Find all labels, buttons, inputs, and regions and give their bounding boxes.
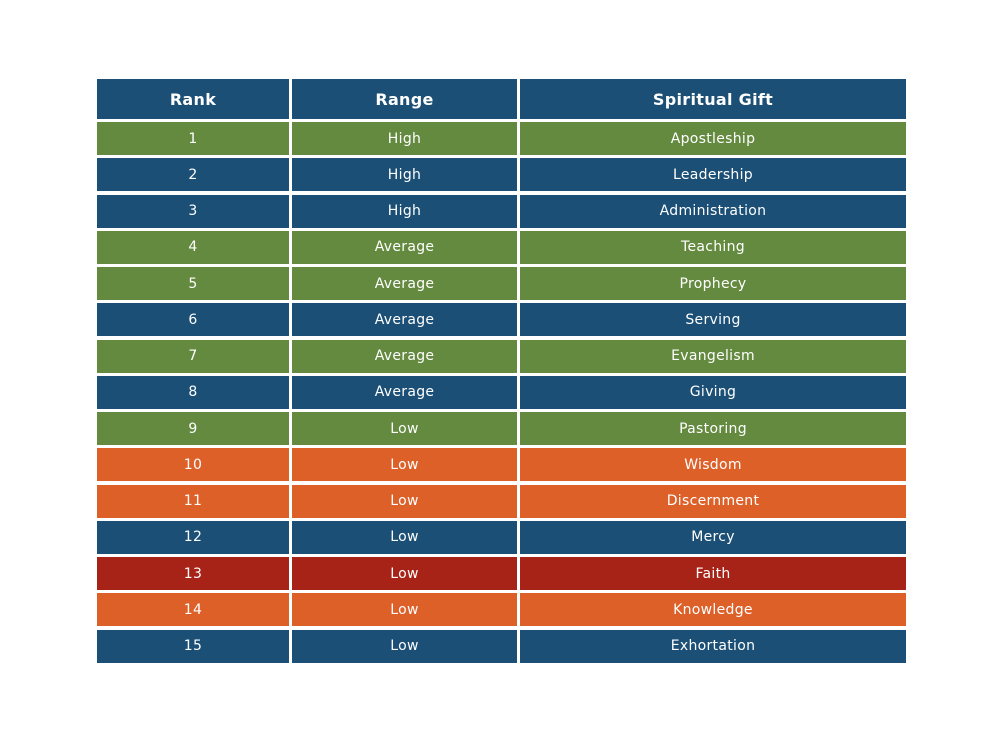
table-row: 9 Low Pastoring (97, 412, 906, 445)
table-row: 1 High Apostleship (97, 122, 906, 155)
table-row: 5 Average Prophecy (97, 267, 906, 300)
table-row: 4 Average Teaching (97, 230, 906, 264)
rank-cell: 13 (97, 557, 289, 590)
rank-cell: 4 (97, 230, 289, 264)
range-cell: Low (292, 520, 517, 554)
gift-cell: Leadership (520, 158, 906, 192)
rank-cell: 2 (97, 158, 289, 192)
rank-cell: 3 (97, 194, 289, 228)
table-header-row: Rank Range Spiritual Gift (97, 79, 906, 119)
range-cell: Average (292, 375, 517, 409)
range-cell: Average (292, 339, 517, 373)
range-cell: Average (292, 267, 517, 300)
gift-cell: Mercy (520, 520, 906, 554)
rank-cell: 15 (97, 629, 289, 663)
gift-cell: Pastoring (520, 412, 906, 445)
spiritual-gifts-table: Rank Range Spiritual Gift 1 High Apostlesh… (97, 79, 906, 666)
table-row: 8 Average Giving (97, 375, 906, 409)
table-row: 3 High Administration (97, 194, 906, 228)
rank-cell: 6 (97, 303, 289, 337)
table-row: 6 Average Serving (97, 303, 906, 337)
range-cell: Average (292, 230, 517, 264)
range-cell: High (292, 158, 517, 192)
range-cell: Low (292, 593, 517, 627)
gift-cell: Wisdom (520, 448, 906, 482)
rank-cell: 12 (97, 520, 289, 554)
header-range: Range (292, 79, 517, 119)
gift-cell: Teaching (520, 230, 906, 264)
rank-cell: 5 (97, 267, 289, 300)
table-row: 15 Low Exhortation (97, 629, 906, 663)
header-rank: Rank (97, 79, 289, 119)
table-row: 14 Low Knowledge (97, 593, 906, 627)
gift-cell: Prophecy (520, 267, 906, 300)
range-cell: High (292, 122, 517, 155)
header-spiritual-gift: Spiritual Gift (520, 79, 906, 119)
range-cell: Low (292, 557, 517, 590)
gift-cell: Administration (520, 194, 906, 228)
gift-cell: Exhortation (520, 629, 906, 663)
table-row: 13 Low Faith (97, 557, 906, 590)
table-row: 7 Average Evangelism (97, 339, 906, 373)
gift-cell: Faith (520, 557, 906, 590)
gift-cell: Apostleship (520, 122, 906, 155)
table-row: 10 Low Wisdom (97, 448, 906, 482)
rank-cell: 14 (97, 593, 289, 627)
table-body: 1 High Apostleship 2 High Leadership 3 High Admi… (97, 122, 906, 663)
rank-cell: 1 (97, 122, 289, 155)
rank-cell: 8 (97, 375, 289, 409)
rank-cell: 7 (97, 339, 289, 373)
gift-cell: Serving (520, 303, 906, 337)
gift-cell: Knowledge (520, 593, 906, 627)
range-cell: Low (292, 629, 517, 663)
gift-cell: Evangelism (520, 339, 906, 373)
rank-cell: 11 (97, 484, 289, 518)
range-cell: Low (292, 484, 517, 518)
range-cell: Low (292, 412, 517, 445)
table-row: 12 Low Mercy (97, 520, 906, 554)
table-row: 11 Low Discernment (97, 484, 906, 518)
rank-cell: 10 (97, 448, 289, 482)
rank-cell: 9 (97, 412, 289, 445)
range-cell: Average (292, 303, 517, 337)
table-row: 2 High Leadership (97, 158, 906, 192)
gift-cell: Discernment (520, 484, 906, 518)
range-cell: High (292, 194, 517, 228)
gift-cell: Giving (520, 375, 906, 409)
range-cell: Low (292, 448, 517, 482)
